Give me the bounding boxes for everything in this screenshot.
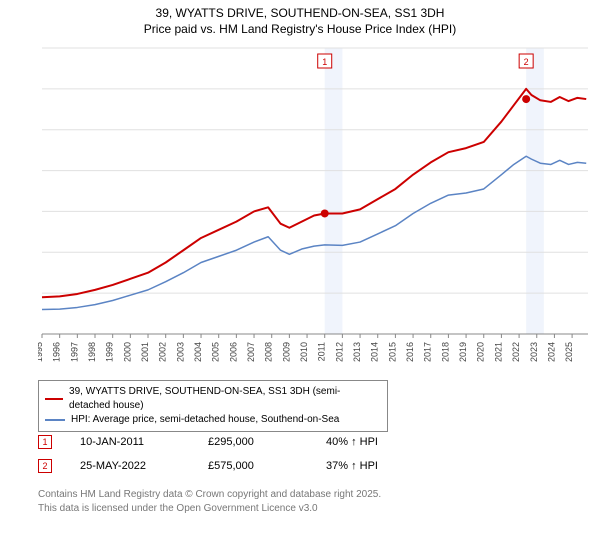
legend-swatch — [45, 419, 65, 421]
svg-text:2004: 2004 — [193, 342, 203, 362]
svg-text:1997: 1997 — [69, 342, 79, 362]
svg-text:2016: 2016 — [405, 342, 415, 362]
svg-text:1999: 1999 — [105, 342, 115, 362]
svg-text:2002: 2002 — [158, 342, 168, 362]
svg-text:2009: 2009 — [281, 342, 291, 362]
chart-svg: £0£100K£200K£300K£400K£500K£600K£700K199… — [38, 42, 592, 372]
sale-price: £295,000 — [208, 436, 298, 448]
sale-pct: 37% ↑ HPI — [326, 460, 416, 472]
sale-marker: 1 — [38, 435, 52, 449]
svg-text:2025: 2025 — [564, 342, 574, 362]
sale-row: 2 25-MAY-2022 £575,000 37% ↑ HPI — [38, 454, 416, 478]
svg-text:2013: 2013 — [352, 342, 362, 362]
svg-text:2006: 2006 — [228, 342, 238, 362]
legend-swatch — [45, 398, 63, 400]
sale-pct: 40% ↑ HPI — [326, 436, 416, 448]
svg-text:2012: 2012 — [334, 342, 344, 362]
svg-text:2003: 2003 — [175, 342, 185, 362]
legend-row: HPI: Average price, semi-detached house,… — [45, 413, 381, 427]
svg-text:2022: 2022 — [511, 342, 521, 362]
svg-text:2021: 2021 — [493, 342, 503, 362]
sale-row: 1 10-JAN-2011 £295,000 40% ↑ HPI — [38, 430, 416, 454]
svg-text:2007: 2007 — [246, 342, 256, 362]
chart-area: £0£100K£200K£300K£400K£500K£600K£700K199… — [38, 42, 592, 372]
svg-text:1996: 1996 — [52, 342, 62, 362]
legend-row: 39, WYATTS DRIVE, SOUTHEND-ON-SEA, SS1 3… — [45, 385, 381, 413]
footer-line-1: Contains HM Land Registry data © Crown c… — [38, 488, 381, 502]
svg-text:2001: 2001 — [140, 342, 150, 362]
footer-line-2: This data is licensed under the Open Gov… — [38, 502, 381, 516]
title-line-1: 39, WYATTS DRIVE, SOUTHEND-ON-SEA, SS1 3… — [0, 6, 600, 22]
svg-text:2015: 2015 — [387, 342, 397, 362]
svg-text:2005: 2005 — [211, 342, 221, 362]
svg-text:2008: 2008 — [264, 342, 274, 362]
svg-text:2024: 2024 — [546, 342, 556, 362]
svg-text:2017: 2017 — [423, 342, 433, 362]
title-line-2: Price paid vs. HM Land Registry's House … — [0, 22, 600, 38]
sale-price: £575,000 — [208, 460, 298, 472]
legend: 39, WYATTS DRIVE, SOUTHEND-ON-SEA, SS1 3… — [38, 380, 388, 432]
svg-text:2: 2 — [524, 57, 529, 67]
svg-text:2019: 2019 — [458, 342, 468, 362]
svg-text:2010: 2010 — [299, 342, 309, 362]
svg-text:2023: 2023 — [529, 342, 539, 362]
footer: Contains HM Land Registry data © Crown c… — [38, 488, 381, 516]
svg-text:2000: 2000 — [122, 342, 132, 362]
svg-text:1995: 1995 — [38, 342, 44, 362]
legend-label: HPI: Average price, semi-detached house,… — [71, 413, 339, 427]
sale-marker: 2 — [38, 459, 52, 473]
sale-rows: 1 10-JAN-2011 £295,000 40% ↑ HPI 2 25-MAY-202… — [38, 430, 416, 478]
svg-text:1998: 1998 — [87, 342, 97, 362]
svg-text:2014: 2014 — [370, 342, 380, 362]
sale-date: 25-MAY-2022 — [80, 460, 180, 472]
svg-text:2020: 2020 — [476, 342, 486, 362]
svg-text:1: 1 — [322, 57, 327, 67]
sale-date: 10-JAN-2011 — [80, 436, 180, 448]
chart-title-block: 39, WYATTS DRIVE, SOUTHEND-ON-SEA, SS1 3… — [0, 0, 600, 37]
svg-text:2018: 2018 — [440, 342, 450, 362]
svg-text:2011: 2011 — [317, 342, 327, 361]
legend-label: 39, WYATTS DRIVE, SOUTHEND-ON-SEA, SS1 3… — [69, 385, 381, 413]
